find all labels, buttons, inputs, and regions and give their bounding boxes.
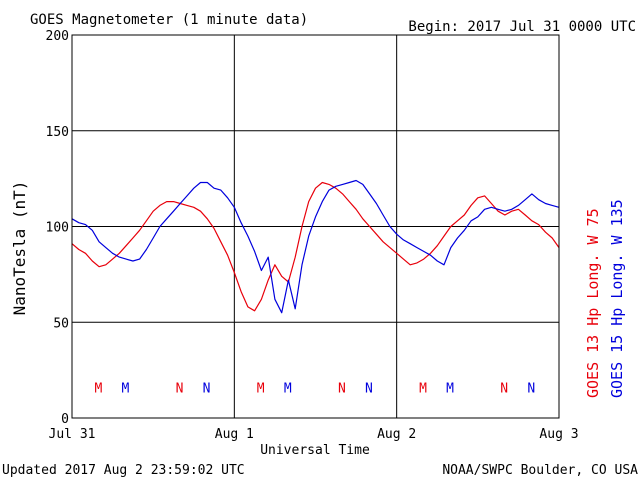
legend-goes13: GOES 13 Hp Long. W 75	[584, 208, 602, 398]
y-axis-ticks: 0 50 100 150 200	[46, 29, 69, 427]
noon-marker: N	[203, 381, 211, 396]
chart-title: GOES Magnetometer (1 minute data)	[30, 12, 308, 28]
x-tick-label: Aug 3	[539, 427, 578, 442]
legend-goes15: GOES 15 Hp Long. W 135	[608, 199, 626, 398]
midnight-marker: M	[122, 381, 130, 396]
y-tick-label: 50	[53, 316, 69, 331]
y-tick-label: 0	[61, 412, 69, 427]
x-tick-label: Aug 1	[215, 427, 254, 442]
x-axis-ticks: Jul 31 Aug 1 Aug 2 Aug 3	[49, 427, 579, 442]
noon-marker: N	[365, 381, 373, 396]
midnight-marker: M	[419, 381, 427, 396]
series-lines	[71, 179, 560, 314]
midnight-marker: M	[94, 381, 102, 396]
credit-text: NOAA/SWPC Boulder, CO USA	[442, 463, 638, 478]
x-axis-label: Universal Time	[260, 443, 370, 458]
y-tick-label: 100	[46, 221, 69, 236]
midnight-marker: M	[257, 381, 265, 396]
noon-marker: N	[527, 381, 535, 396]
x-tick-label: Aug 2	[377, 427, 416, 442]
y-axis-label: NanoTesla (nT)	[10, 181, 29, 316]
noon-marker: N	[500, 381, 508, 396]
updated-timestamp: Updated 2017 Aug 2 23:59:02 UTC	[2, 463, 245, 478]
y-tick-label: 200	[46, 29, 69, 44]
x-tick-label: Jul 31	[49, 427, 96, 442]
midnight-marker: M	[446, 381, 454, 396]
grid-lines	[72, 35, 559, 418]
y-tick-label: 150	[46, 125, 69, 140]
noon-marker: N	[338, 381, 346, 396]
noon-marker: N	[176, 381, 184, 396]
plot-frame	[71, 34, 560, 419]
midnight-marker: M	[284, 381, 292, 396]
series-goes13-line	[71, 181, 560, 312]
series-goes15-line	[71, 179, 560, 314]
begin-time: Begin: 2017 Jul 31 0000 UTC	[408, 19, 636, 35]
